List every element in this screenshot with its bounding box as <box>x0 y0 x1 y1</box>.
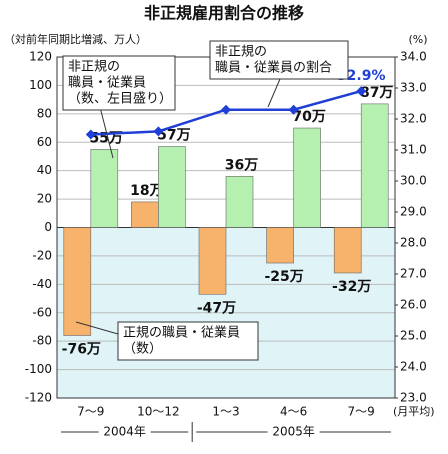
year-label: 2004年 <box>103 425 146 439</box>
marker <box>85 129 96 140</box>
y2-tick-label: 25.0 <box>400 329 427 343</box>
year-bg <box>98 424 151 440</box>
y-tick-label: -20 <box>32 248 52 262</box>
y2-tick-label: 28.0 <box>400 236 427 250</box>
y2-tick-label: 29.0 <box>400 205 427 219</box>
legend-label: （数） <box>123 342 162 357</box>
bar <box>293 127 321 228</box>
value-label: 18万 <box>130 183 163 199</box>
y2-tick-label: 33.0 <box>400 81 427 95</box>
legend-label: 正規の職員・従業員 <box>123 325 240 341</box>
callout-pointer <box>75 321 119 335</box>
bar <box>131 201 159 228</box>
x-tick-label: 1～3 <box>212 405 239 419</box>
year-bg <box>267 424 320 440</box>
value-label: 36万 <box>225 157 258 173</box>
y-tick-label: -80 <box>32 334 52 348</box>
callout-box <box>62 55 176 111</box>
legend-label: 非正規の <box>215 45 267 60</box>
marker <box>153 126 164 137</box>
callout-box <box>117 321 259 361</box>
marker <box>356 86 367 97</box>
legend-label: （数、左目盛り） <box>68 92 172 107</box>
x-tick-label: 4～6 <box>280 405 307 419</box>
bar <box>360 103 389 228</box>
y2-tick-label: 34.0 <box>400 50 427 64</box>
y-tick-label: -120 <box>25 391 52 405</box>
y-tick-label: 80 <box>37 106 52 120</box>
value-label: -47万 <box>197 300 236 316</box>
callout-pointer <box>99 106 114 159</box>
y2-tick-label: 30.0 <box>400 174 427 188</box>
marker <box>221 104 231 115</box>
y-axis-label: （対前年同期比増減、万人） <box>4 32 147 46</box>
y2-axis-label: (%) <box>408 33 427 46</box>
bar <box>333 227 362 274</box>
y-tick-label: -40 <box>32 277 52 291</box>
y-tick-label: 20 <box>37 192 52 206</box>
legend-label: 職員・従業員 <box>68 75 146 91</box>
y2-tick-label: 27.0 <box>400 267 427 281</box>
x-tick-label: 10～12 <box>137 405 180 419</box>
value-label: 32.9% <box>337 68 386 84</box>
y-tick-label: -60 <box>32 305 52 319</box>
chart-title: 非正規雇用割合の推移 <box>144 4 304 23</box>
y2-tick-label: 32.0 <box>400 112 427 126</box>
legend-label: 非正規の <box>68 60 120 75</box>
y2-tick-label: 23.0 <box>400 391 427 405</box>
bar <box>90 149 119 228</box>
y2-tick-label: 24.0 <box>400 360 427 374</box>
y-tick-label: 0 <box>44 220 52 234</box>
bar <box>158 146 186 228</box>
value-label: -25万 <box>264 269 303 285</box>
y-tick-label: 40 <box>37 163 52 177</box>
bar <box>63 227 92 336</box>
x-tick-label: 7～9 <box>348 405 375 419</box>
y-tick-label: 100 <box>29 78 52 92</box>
callout-pointer <box>267 78 281 108</box>
year-label: 2005年 <box>272 425 315 439</box>
legend-label: 職員・従業員の割合 <box>215 60 332 76</box>
value-label: -76万 <box>62 341 101 357</box>
value-label: -32万 <box>332 279 371 295</box>
bar <box>266 227 294 264</box>
y2-tick-label: 31.0 <box>400 143 427 157</box>
y-tick-label: 120 <box>29 50 52 64</box>
x-tick-label: 7～9 <box>77 405 104 419</box>
value-label: 87万 <box>360 85 393 101</box>
bar <box>198 227 227 295</box>
y2-tick-label: 26.0 <box>400 298 427 312</box>
value-label: 70万 <box>292 109 325 125</box>
x-unit: (月平均) <box>393 405 435 418</box>
y-tick-label: 60 <box>37 135 52 149</box>
marker <box>288 104 299 115</box>
callout-box <box>209 40 349 80</box>
bar <box>225 176 254 228</box>
y-tick-label: -100 <box>25 362 52 376</box>
value-label: 57万 <box>157 128 190 144</box>
